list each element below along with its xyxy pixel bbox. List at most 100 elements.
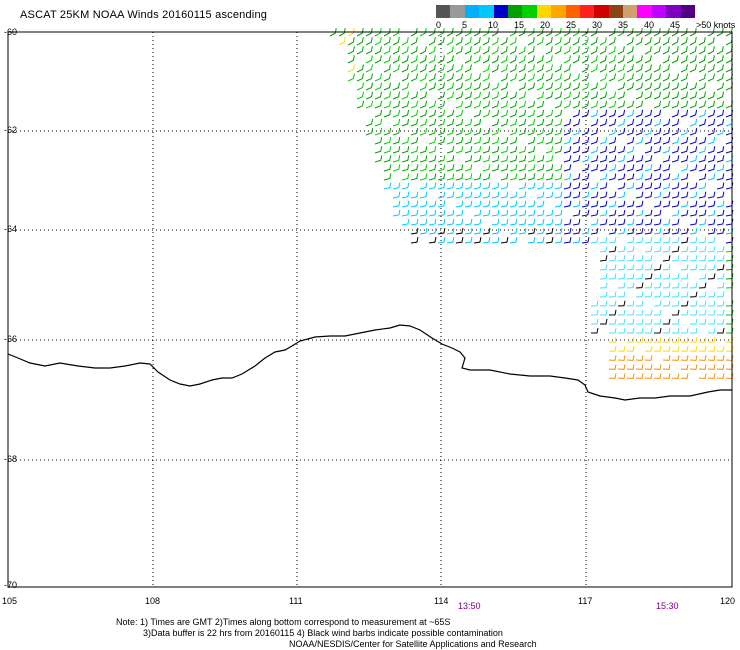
wind-barb (716, 82, 724, 91)
wind-barb (626, 155, 635, 163)
wind-barb (392, 91, 401, 100)
wind-barb (626, 309, 635, 316)
lat-label: -64 (4, 224, 18, 234)
wind-barb (554, 182, 563, 190)
wind-barb (653, 218, 662, 226)
wind-barb (527, 182, 536, 190)
wind-barb (716, 282, 725, 289)
wind-barb (680, 37, 688, 46)
wind-barb (455, 73, 463, 82)
wind-barb (671, 173, 680, 181)
wind-barb (437, 218, 446, 226)
lon-label: 111 (289, 596, 303, 606)
wind-barb (581, 82, 589, 91)
wind-barb (725, 37, 733, 46)
wind-barb (626, 200, 635, 208)
wind-barb (635, 28, 643, 37)
wind-barb (545, 73, 553, 82)
wind-barb (518, 164, 527, 172)
wind-barb (599, 182, 608, 190)
wind-barb (689, 155, 698, 163)
wind-barb (518, 46, 526, 55)
wind-barb (707, 146, 716, 154)
wind-barb (644, 109, 653, 118)
wind-barb (419, 55, 427, 64)
wind-barb (446, 209, 455, 217)
wind-barb (518, 82, 526, 91)
wind-barb (392, 127, 401, 136)
wind-barb (482, 46, 490, 55)
wind-barb (491, 91, 500, 100)
legend-swatch (608, 5, 624, 18)
wind-barb (662, 28, 670, 37)
wind-barb (446, 237, 455, 244)
wind-barb (680, 246, 689, 253)
wind-barb (491, 55, 499, 64)
wind-barb (662, 337, 671, 343)
legend-swatch (436, 5, 451, 18)
wind-barb (464, 155, 473, 163)
wind-barb (635, 127, 644, 136)
wind-barb (644, 146, 653, 154)
wind-barb (401, 173, 410, 181)
wind-barb (707, 346, 716, 352)
wind-barb (581, 227, 590, 235)
wind-barb (464, 91, 473, 100)
wind-barb (698, 337, 707, 343)
wind-barb (383, 146, 392, 154)
wind-barb (617, 200, 626, 208)
wind-barb (455, 100, 464, 109)
wind-barb (572, 91, 581, 100)
wind-barb (572, 182, 581, 190)
wind-barb (554, 118, 563, 127)
wind-barb (572, 127, 581, 136)
wind-barb (680, 182, 689, 190)
wind-barb (581, 155, 590, 163)
wind-barb (599, 237, 608, 244)
wind-barb (671, 28, 679, 37)
wind-barb (590, 109, 599, 118)
wind-barb (518, 191, 527, 199)
wind-barb (482, 55, 490, 64)
wind-barb (572, 218, 581, 226)
wind-barb (518, 55, 526, 64)
wind-barb (590, 28, 598, 37)
wind-barb (500, 209, 509, 217)
wind-barb (590, 300, 599, 307)
wind-barb (473, 227, 482, 235)
wind-barb (608, 318, 617, 325)
wind-barb (428, 109, 437, 118)
wind-barb (554, 218, 563, 226)
wind-barb (626, 337, 635, 343)
wind-barb (491, 191, 500, 199)
wind-barb (689, 300, 698, 307)
wind-barb (644, 309, 653, 316)
wind-barb (392, 64, 400, 73)
wind-barb (653, 73, 661, 82)
wind-barb (347, 37, 355, 46)
wind-barb (491, 227, 500, 235)
wind-barb (374, 82, 382, 91)
wind-barb (401, 137, 410, 145)
wind-barb (608, 173, 617, 181)
wind-barb (671, 200, 680, 208)
wind-barb (365, 127, 374, 136)
wind-barb (626, 100, 635, 109)
wind-barb (707, 237, 716, 244)
wind-barb (689, 127, 698, 136)
wind-barb (707, 373, 716, 380)
wind-barb (527, 127, 536, 136)
wind-barb (653, 91, 662, 100)
wind-barb (716, 46, 724, 55)
wind-barb (554, 73, 562, 82)
wind-barb (662, 164, 671, 172)
wind-barb (374, 37, 382, 46)
wind-barb (401, 100, 410, 109)
wind-barb (689, 100, 698, 109)
wind-barb (473, 155, 482, 163)
wind-barb (419, 218, 428, 226)
wind-barb (536, 227, 545, 235)
wind-barb (383, 164, 392, 172)
wind-barb (662, 237, 671, 244)
wind-barb (698, 182, 707, 190)
